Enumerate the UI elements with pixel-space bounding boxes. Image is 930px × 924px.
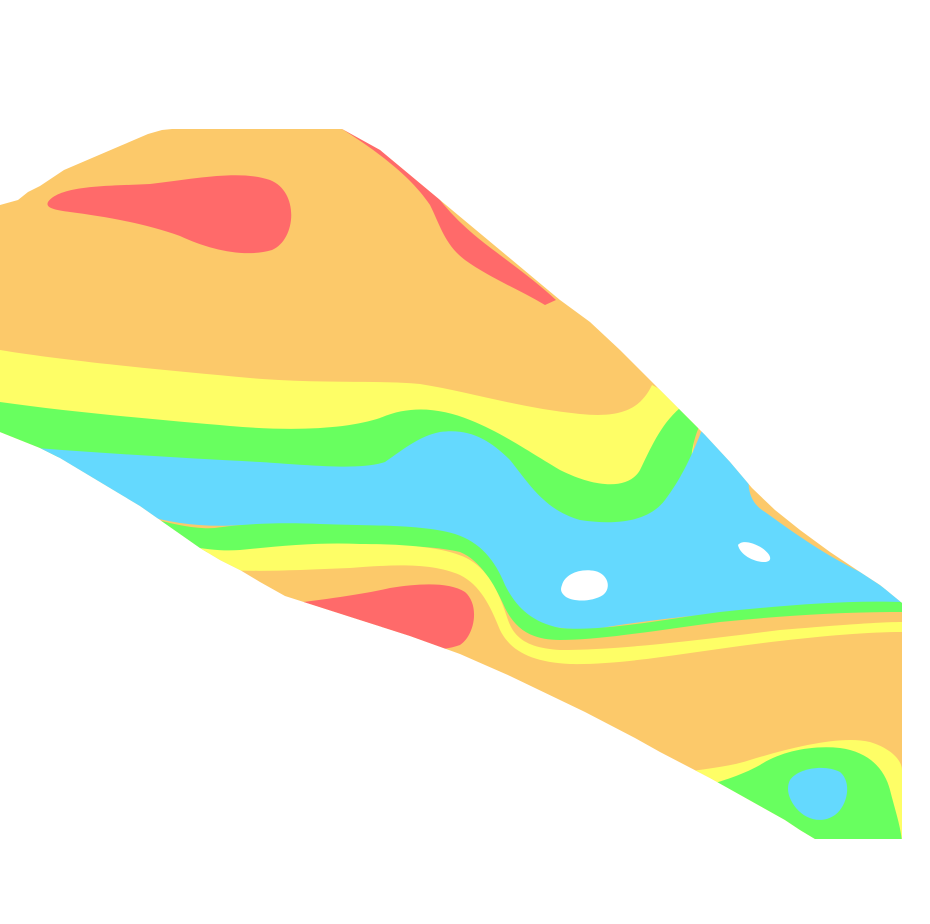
red-high-zone-lower bbox=[280, 584, 475, 650]
red-high-zone-upper bbox=[47, 175, 292, 254]
red-edge-strip bbox=[342, 129, 556, 305]
zone-green-lower bbox=[100, 500, 902, 640]
river-channel-blue bbox=[0, 430, 902, 630]
blue-pool-lower-right bbox=[788, 767, 848, 820]
contour-layers bbox=[0, 129, 902, 839]
white-island-small bbox=[738, 542, 771, 562]
zone-yellow-lower bbox=[140, 530, 902, 665]
white-island-large bbox=[561, 570, 608, 601]
